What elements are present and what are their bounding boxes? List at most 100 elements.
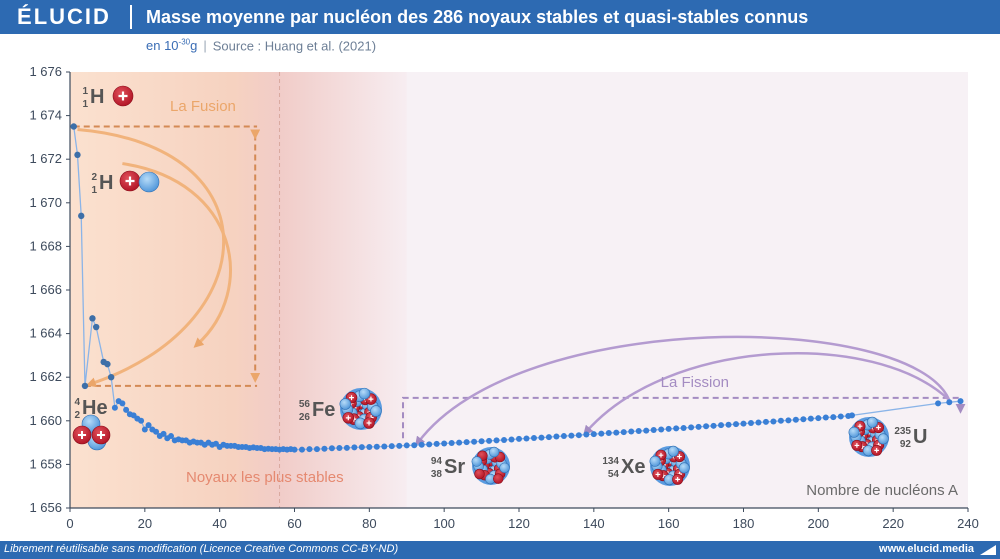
logo-divider bbox=[130, 5, 132, 29]
x-tick-label: 180 bbox=[733, 516, 755, 531]
strontium-94-nucleus bbox=[471, 446, 510, 485]
plus-sign bbox=[366, 420, 372, 426]
neutron-icon bbox=[138, 171, 160, 193]
neutron-icon bbox=[358, 387, 371, 400]
plus-sign bbox=[368, 396, 374, 402]
brand-arrow-icon bbox=[980, 545, 996, 555]
data-point bbox=[830, 414, 837, 421]
x-tick-label: 0 bbox=[66, 516, 73, 531]
data-point bbox=[306, 446, 313, 453]
data-point bbox=[89, 315, 96, 322]
data-point bbox=[396, 442, 403, 449]
data-point bbox=[755, 419, 762, 426]
x-tick-label: 40 bbox=[212, 516, 226, 531]
data-point bbox=[448, 440, 455, 447]
x-tick-label: 20 bbox=[138, 516, 152, 531]
data-point bbox=[523, 435, 530, 442]
data-point bbox=[104, 360, 111, 368]
data-point bbox=[366, 443, 373, 450]
fusion-arc-outer bbox=[77, 128, 226, 388]
unit-label: en 10-30g bbox=[146, 38, 198, 54]
neutron-icon bbox=[339, 398, 352, 410]
fusion-label: La Fusion bbox=[170, 98, 236, 115]
plus-sign bbox=[118, 91, 128, 101]
nucleus-illustrations bbox=[72, 85, 889, 486]
data-point bbox=[575, 432, 582, 439]
proton-icon bbox=[493, 473, 504, 484]
nuclide-label-h2: 2 1 H bbox=[91, 172, 113, 196]
plus-sign bbox=[857, 423, 863, 429]
fusion-annotation: La Fusion bbox=[73, 98, 261, 388]
data-point bbox=[78, 212, 85, 220]
data-point bbox=[153, 428, 160, 435]
data-point bbox=[747, 419, 754, 426]
footer-bar: Librement réutilisable sans modification… bbox=[0, 541, 1000, 559]
data-point bbox=[145, 422, 152, 429]
neutron-icon bbox=[667, 445, 679, 457]
data-point bbox=[560, 433, 567, 440]
y-tick-label: 1 664 bbox=[29, 326, 62, 341]
plus-sign bbox=[96, 430, 106, 440]
plus-sign bbox=[675, 477, 680, 482]
chart-title: Masse moyenne par nucléon des 286 noyaux… bbox=[146, 7, 809, 27]
data-point bbox=[463, 439, 470, 446]
plus-sign bbox=[125, 176, 135, 186]
data-point bbox=[321, 445, 328, 452]
site-link[interactable]: www.elucid.media bbox=[879, 543, 974, 555]
data-point bbox=[493, 437, 500, 444]
y-tick-label: 1 658 bbox=[29, 456, 62, 471]
mass-number: 134 bbox=[602, 456, 619, 467]
element-symbol: Sr bbox=[444, 456, 465, 478]
y-tick-label: 1 660 bbox=[29, 413, 62, 428]
neutron-icon bbox=[370, 405, 382, 417]
data-point bbox=[328, 445, 335, 452]
mass-number: 94 bbox=[431, 456, 443, 467]
neutron-icon bbox=[499, 462, 510, 474]
element-symbol: H bbox=[90, 86, 104, 108]
x-tick-label: 220 bbox=[882, 516, 904, 531]
proton-icon bbox=[474, 468, 485, 480]
x-tick-label: 120 bbox=[508, 516, 530, 531]
y-tick-label: 1 666 bbox=[29, 282, 62, 297]
data-point bbox=[111, 404, 118, 411]
data-point bbox=[800, 416, 807, 423]
mass-number: 4 bbox=[74, 397, 80, 408]
x-axis-label: Nombre de nucléons A bbox=[806, 482, 958, 499]
data-point bbox=[107, 374, 115, 381]
nuclide-label-xe134: 134 54 Xe bbox=[602, 456, 645, 480]
data-point bbox=[123, 406, 130, 413]
data-point bbox=[628, 428, 635, 435]
brand-logo: ÉLUCID bbox=[17, 4, 111, 29]
data-point bbox=[673, 425, 680, 432]
data-point bbox=[725, 421, 732, 428]
data-point bbox=[680, 424, 687, 431]
data-point bbox=[613, 429, 620, 436]
data-point bbox=[471, 438, 478, 445]
element-symbol: Xe bbox=[621, 456, 645, 478]
hydrogen-1-nucleus bbox=[112, 85, 134, 107]
y-tick-label: 1 656 bbox=[29, 500, 62, 515]
data-point bbox=[643, 427, 650, 434]
plus-sign bbox=[77, 430, 87, 440]
fission-label: La Fission bbox=[661, 374, 729, 391]
data-point bbox=[740, 420, 747, 427]
mass-number: 56 bbox=[299, 399, 311, 410]
mass-number: 2 bbox=[91, 172, 97, 183]
fusion-bracket bbox=[73, 125, 258, 387]
atomic-number: 54 bbox=[608, 469, 620, 480]
element-symbol: Fe bbox=[312, 399, 335, 421]
data-point bbox=[807, 415, 814, 422]
atomic-number: 92 bbox=[900, 439, 912, 450]
stable-nuclei-label: Noyaux les plus stables bbox=[186, 469, 344, 486]
y-tick-label: 1 670 bbox=[29, 195, 62, 210]
data-point bbox=[957, 398, 964, 405]
data-point bbox=[849, 412, 856, 419]
data-point bbox=[433, 440, 440, 447]
data-point bbox=[351, 444, 358, 451]
data-point bbox=[70, 123, 77, 130]
data-point bbox=[695, 423, 702, 430]
data-point bbox=[456, 439, 463, 446]
data-point bbox=[168, 433, 175, 440]
data-point bbox=[837, 413, 844, 420]
fusion-arc-inner bbox=[122, 162, 232, 348]
